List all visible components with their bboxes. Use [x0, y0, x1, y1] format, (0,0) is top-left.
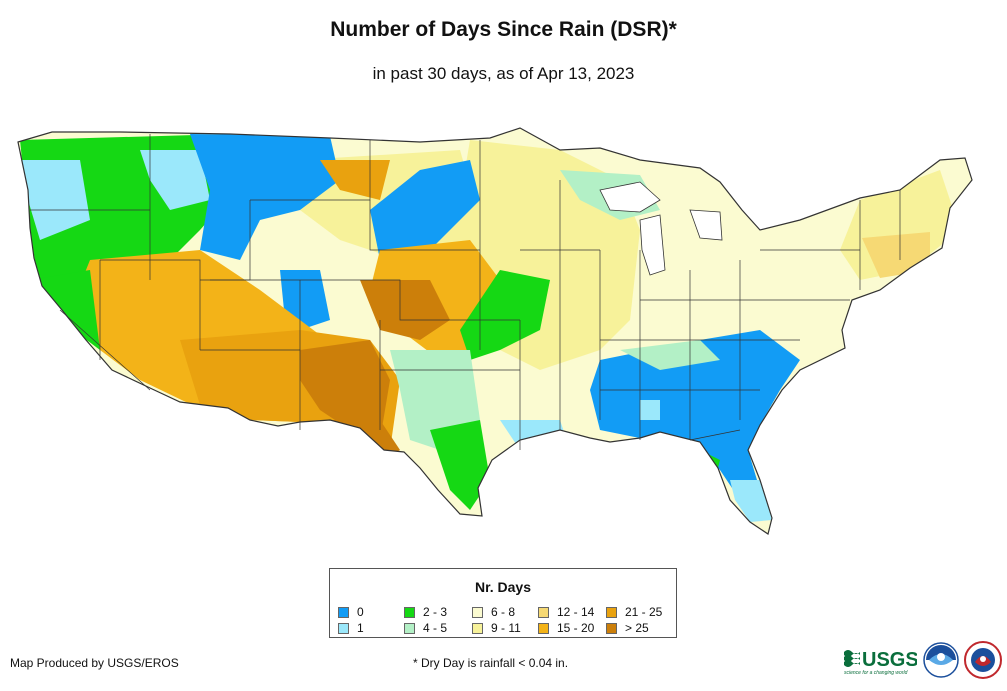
nws-logo-icon	[964, 641, 1002, 679]
dsr-class-regions	[18, 128, 972, 534]
lake-superior	[599, 181, 661, 213]
legend-swatch-0	[338, 606, 349, 618]
region-over-25-kansas	[360, 280, 450, 340]
region-over-25-new-mexico	[300, 340, 390, 440]
state-boundaries	[30, 134, 901, 450]
legend-label-9: > 25	[625, 621, 649, 635]
map-title: Number of Days Since Rain (DSR)*	[330, 18, 677, 41]
region-0-southeast	[590, 330, 800, 500]
legend-item-5: 9 - 11	[472, 621, 521, 635]
legend-swatch-2	[404, 606, 415, 618]
region-0-montana	[190, 134, 340, 260]
legend-label-4: 6 - 8	[491, 605, 516, 619]
legend-label-7: 15 - 20	[557, 621, 595, 635]
usgs-tagline: science for a changing world	[844, 670, 908, 676]
legend-item-4: 6 - 8	[472, 605, 515, 619]
legend-item-9: > 25	[606, 621, 649, 635]
legend-swatch-6	[538, 606, 549, 618]
legend-title: Nr. Days	[474, 579, 532, 595]
legend-item-8: 21 - 25	[606, 605, 662, 619]
legend-label-5: 9 - 11	[491, 621, 521, 635]
legend-swatch-8	[606, 606, 617, 618]
lake-michigan	[639, 214, 666, 276]
legend-label-2: 2 - 3	[423, 605, 448, 619]
agency-logos: USGS science for a changing world	[843, 640, 1003, 690]
us-outline	[17, 127, 973, 535]
region-1-georgia	[640, 400, 660, 420]
region-2-3-missouri	[460, 270, 550, 360]
legend-swatch-9	[606, 622, 617, 634]
legend-swatch-5	[472, 622, 483, 634]
legend-swatch-7	[538, 622, 549, 634]
legend-swatch-1	[338, 622, 349, 634]
legend-item-7: 15 - 20	[538, 621, 594, 635]
legend-swatch-4	[472, 606, 483, 618]
legend-item-6: 12 - 14	[538, 605, 594, 619]
map-credit: Map Produced by USGS/EROS	[10, 656, 179, 670]
dry-day-footnote: * Dry Day is rainfall < 0.04 in.	[413, 656, 569, 670]
legend-label-8: 21 - 25	[625, 605, 663, 619]
legend-item-0: 0	[338, 605, 364, 619]
legend-label-6: 12 - 14	[557, 605, 595, 619]
legend-label-0: 0	[357, 605, 364, 619]
legend-item-1: 1	[338, 621, 364, 635]
lake-huron	[689, 209, 723, 241]
region-1-idaho	[140, 150, 210, 210]
region-0-dakotas	[370, 160, 480, 260]
legend-label-3: 4 - 5	[423, 621, 448, 635]
noaa-logo-icon	[923, 642, 959, 678]
region-2-3-texas-coast	[430, 420, 490, 510]
legend: Nr. Days 0 1 2 - 3 4 - 5 6 - 8 9 - 11 12…	[329, 568, 677, 638]
legend-label-1: 1	[357, 621, 364, 635]
legend-swatch-3	[404, 622, 415, 634]
legend-item-2: 2 - 3	[404, 605, 447, 619]
region-4-5-tennessee	[620, 340, 720, 370]
map-subtitle: in past 30 days, as of Apr 13, 2023	[372, 64, 635, 83]
region-21-25-montana-east	[320, 160, 390, 200]
region-1-coast	[20, 160, 90, 240]
dsr-map	[0, 120, 1007, 550]
usgs-logo: USGS science for a changing world	[844, 649, 917, 676]
region-1-florida	[730, 480, 772, 522]
usgs-wordmark: USGS	[862, 649, 917, 671]
legend-item-3: 4 - 5	[404, 621, 447, 635]
